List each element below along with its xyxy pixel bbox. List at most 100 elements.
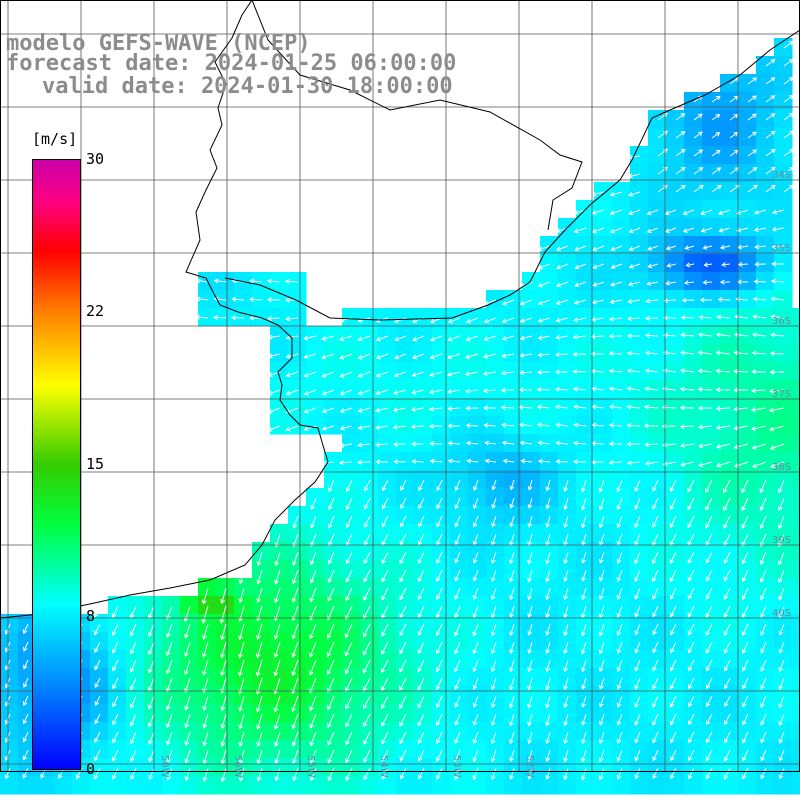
wind-arrow	[741, 515, 749, 529]
wind-arrow	[554, 386, 569, 392]
wind-arrow	[202, 749, 209, 765]
wind-speed-cell	[342, 668, 361, 687]
wind-arrow	[490, 695, 497, 709]
wind-arrow	[429, 441, 443, 447]
wind-speed-cell	[648, 632, 667, 651]
wind-arrow	[202, 767, 209, 782]
wind-arrow	[670, 749, 677, 762]
wind-arrow	[652, 605, 659, 618]
wind-arrow	[500, 405, 515, 411]
wind-speed-cell	[612, 704, 631, 723]
wind-speed-cell	[126, 686, 145, 705]
wind-arrow	[563, 569, 569, 583]
wind-speed-cell	[576, 776, 595, 795]
wind-arrow	[719, 244, 731, 250]
wind-arrow	[719, 279, 731, 285]
wind-arrow	[598, 587, 605, 601]
wind-speed-cell	[198, 758, 217, 777]
wind-speed-cell	[522, 722, 541, 741]
wind-speed-cell	[432, 362, 451, 381]
wind-speed-cell	[684, 452, 703, 471]
wind-speed-cell	[396, 668, 415, 687]
wind-arrow	[274, 569, 281, 585]
wind-speed-cell	[360, 326, 379, 345]
wind-arrow	[555, 422, 569, 428]
wind-arrow	[238, 713, 245, 730]
wind-speed-cell	[252, 290, 271, 309]
wind-speed-cell	[54, 776, 73, 795]
wind-speed-cell	[252, 542, 271, 561]
wind-arrow	[751, 369, 767, 375]
wind-speed-cell	[234, 290, 253, 309]
wind-arrow	[537, 245, 551, 252]
wind-speed-cell	[486, 632, 505, 651]
wind-speed-cell	[504, 290, 523, 309]
wind-arrow	[22, 713, 29, 725]
wind-arrow	[326, 641, 335, 658]
wind-speed-cell	[684, 650, 703, 669]
wind-arrow	[608, 386, 623, 392]
wind-speed-cell	[396, 434, 415, 453]
wind-arrow	[628, 191, 641, 197]
wind-speed-cell	[630, 182, 649, 201]
wind-arrow	[750, 407, 767, 413]
wind-arrow	[737, 261, 749, 267]
wind-speed-cell	[198, 668, 217, 687]
wind-speed-cell	[702, 308, 721, 327]
wind-arrow	[754, 261, 767, 267]
wind-arrow	[537, 317, 551, 323]
wind-speed-cell	[738, 92, 757, 111]
wind-arrow	[429, 458, 443, 464]
wind-speed-cell	[684, 308, 703, 327]
wind-arrow	[545, 605, 551, 619]
wind-speed-cell	[666, 128, 685, 147]
wind-speed-cell	[774, 290, 793, 309]
wind-speed-cell	[684, 524, 703, 543]
wind-speed-cell	[36, 776, 55, 795]
wind-speed-cell	[432, 614, 451, 633]
wind-speed-cell	[360, 614, 379, 633]
wind-speed-cell	[684, 470, 703, 489]
wind-arrow	[628, 281, 641, 287]
wind-speed-cell	[198, 722, 217, 741]
wind-arrow	[747, 167, 758, 175]
wind-speed-cell	[162, 722, 181, 741]
wind-speed-cell	[216, 776, 235, 795]
wind-speed-cell	[684, 416, 703, 435]
wind-arrow	[644, 386, 659, 392]
wind-arrow	[723, 659, 731, 672]
longitude-label: 54W	[378, 755, 389, 778]
wind-arrow	[747, 95, 757, 103]
wind-speed-cell	[378, 506, 397, 525]
wind-speed-cell	[522, 380, 541, 399]
wind-speed-cell	[234, 704, 253, 723]
wind-arrow	[238, 623, 245, 641]
wind-speed-cell	[468, 398, 487, 417]
wind-arrow	[608, 441, 623, 447]
wind-arrow	[111, 641, 119, 654]
wind-speed-cell	[612, 632, 631, 651]
wind-speed-cell	[90, 668, 109, 687]
wind-arrow	[472, 659, 479, 673]
wind-arrow	[580, 605, 587, 619]
wind-speed-cell	[702, 740, 721, 759]
wind-arrow	[647, 263, 659, 269]
wind-speed-cell	[504, 614, 523, 633]
wind-arrow	[339, 407, 353, 414]
wind-speed-cell	[756, 146, 775, 165]
wind-arrow	[490, 749, 497, 763]
wind-speed-cell	[252, 596, 271, 615]
wind-arrow	[309, 767, 317, 782]
wind-speed-cell	[630, 578, 649, 597]
wind-arrow	[519, 352, 533, 358]
wind-arrow	[399, 695, 407, 709]
wind-speed-cell	[486, 542, 505, 561]
wind-arrow	[698, 461, 713, 468]
wind-speed-cell	[738, 596, 757, 615]
wind-speed-cell	[684, 632, 703, 651]
wind-speed-cell	[684, 434, 703, 453]
wind-arrow	[679, 386, 695, 392]
wind-speed-cell	[270, 578, 289, 597]
wind-arrow	[598, 497, 605, 511]
